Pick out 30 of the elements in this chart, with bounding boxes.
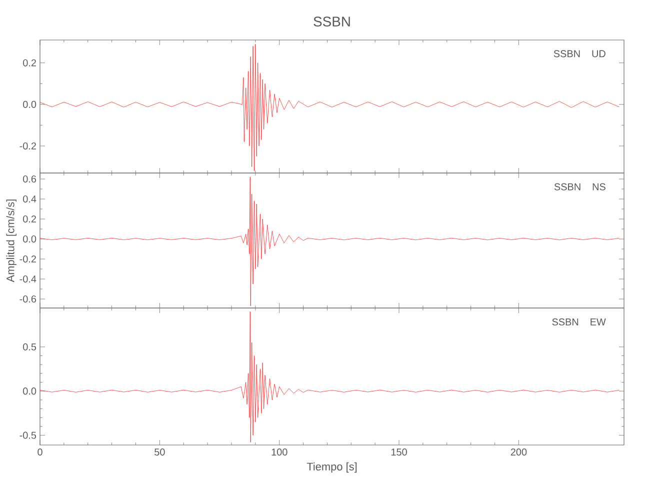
annotation: EW xyxy=(590,318,606,326)
line-series xyxy=(40,44,620,172)
y-tick-label: -0.6 xyxy=(20,295,36,303)
annotation: SSBN xyxy=(554,183,580,190)
y-tick-label: -0.2 xyxy=(20,142,36,150)
annotation: SSBN xyxy=(552,318,578,326)
y-tick-label: 0.2 xyxy=(23,59,36,66)
y-tick-label: -0.5 xyxy=(20,432,36,439)
annotation: NS xyxy=(592,183,606,190)
line-series xyxy=(40,176,620,306)
x-tick-label: 50 xyxy=(154,448,165,456)
annotation: UD xyxy=(592,50,606,58)
y-tick-label: 0.4 xyxy=(23,195,36,203)
y-tick-label: 0.0 xyxy=(23,235,36,243)
x-axis-title: Tiempo [s] xyxy=(306,462,357,473)
y-tick-label: 0.0 xyxy=(23,388,36,395)
line-series xyxy=(40,311,620,443)
y-tick-label: 0.2 xyxy=(23,215,36,223)
x-tick-label: 150 xyxy=(391,448,407,456)
x-tick-label: 200 xyxy=(510,448,527,456)
y-tick-label: 0.5 xyxy=(23,343,36,350)
y-tick-label: 0.0 xyxy=(23,100,36,108)
chart-title: SSBN xyxy=(314,16,350,27)
y-tick-label: 0.6 xyxy=(23,175,36,183)
y-tick-label: -0.2 xyxy=(20,255,36,263)
annotation: SSBN xyxy=(554,50,580,58)
y-axis-title: Amplitud [cm/s/s] xyxy=(6,200,16,282)
y-tick-label: -0.4 xyxy=(20,275,36,283)
x-tick-label: 0 xyxy=(38,448,42,456)
x-tick-label: 100 xyxy=(272,448,288,456)
